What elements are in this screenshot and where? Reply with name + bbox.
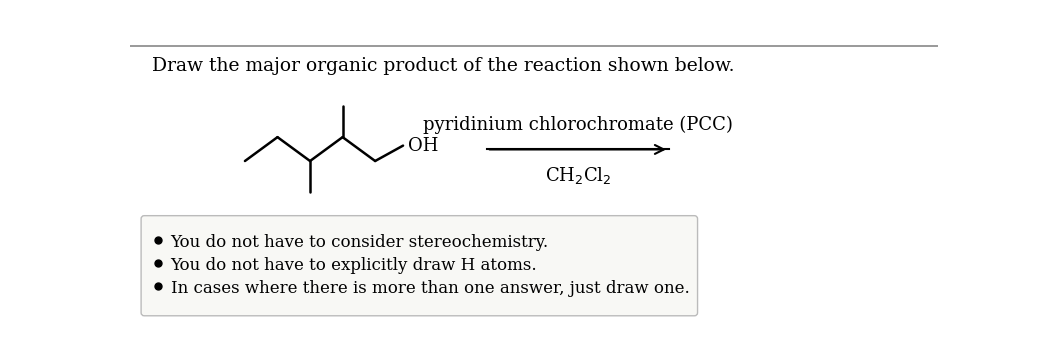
Text: In cases where there is more than one answer, just draw one.: In cases where there is more than one an… <box>171 280 690 297</box>
Text: Draw the major organic product of the reaction shown below.: Draw the major organic product of the re… <box>152 57 735 75</box>
Text: pyridinium chlorochromate (PCC): pyridinium chlorochromate (PCC) <box>423 116 733 134</box>
FancyBboxPatch shape <box>141 216 697 316</box>
Text: You do not have to consider stereochemistry.: You do not have to consider stereochemis… <box>171 234 549 251</box>
Text: CH$_2$Cl$_2$: CH$_2$Cl$_2$ <box>545 165 611 186</box>
Text: You do not have to explicitly draw H atoms.: You do not have to explicitly draw H ato… <box>171 257 538 274</box>
Text: OH: OH <box>407 136 438 154</box>
